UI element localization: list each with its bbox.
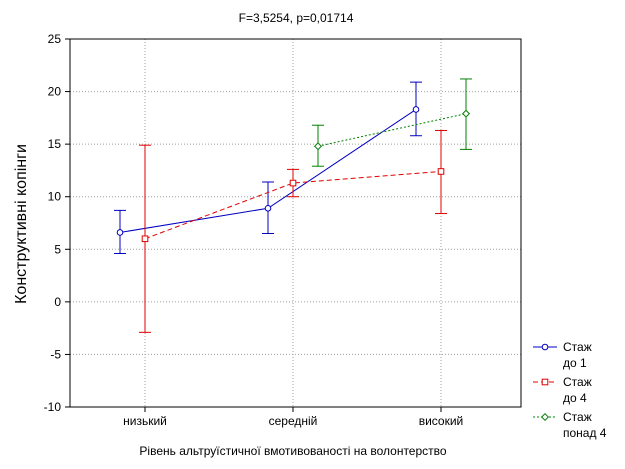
legend-item-1: Стаж до 1 [533, 340, 592, 370]
y-tick-label: -10 [44, 400, 62, 414]
y-axis: -10 -5 0 5 10 15 20 25 [44, 32, 70, 414]
data-point [141, 235, 149, 243]
x-tick-label: низький [123, 414, 167, 428]
series-3 [312, 78, 472, 167]
legend-item-3: Стаж понад 4 [533, 410, 607, 440]
chart-title: F=3,5254, p=0,01714 [239, 11, 354, 25]
y-tick-label: 0 [54, 295, 61, 309]
series-layer [114, 78, 472, 333]
series-line [144, 170, 442, 240]
y-tick-label: 10 [48, 190, 62, 204]
x-axis: низький середній високий [123, 407, 463, 428]
legend-label: понад 4 [563, 426, 607, 440]
series-line [317, 113, 467, 147]
x-tick-label: високий [419, 414, 464, 428]
series-2 [139, 129, 447, 333]
legend-label: Стаж [563, 410, 592, 424]
legend-marker [541, 378, 549, 386]
series-1 [114, 81, 422, 254]
y-tick-label: 5 [54, 242, 61, 256]
legend-label: Стаж [563, 340, 592, 354]
data-point [461, 109, 471, 118]
legend-label: до 1 [563, 356, 587, 370]
data-point [412, 106, 420, 113]
data-point [437, 168, 445, 175]
plot-frame [69, 38, 522, 408]
legend-label: до 4 [563, 391, 587, 405]
x-tick-label: середній [269, 414, 318, 428]
data-point [116, 229, 124, 236]
legend-marker [540, 412, 550, 422]
y-axis-label: Конструктивні копінги [13, 144, 30, 304]
y-tick-label: 15 [48, 137, 62, 151]
x-axis-label: Рівень альтруїстичної вмотивованості на … [139, 444, 446, 458]
y-tick-label: 25 [48, 32, 62, 46]
legend: Стаж до 1 Стаж до 4 Стаж понад 4 [533, 340, 607, 440]
legend-item-2: Стаж до 4 [533, 375, 592, 405]
y-tick-label: -5 [50, 347, 61, 361]
data-point [313, 142, 323, 151]
data-point [264, 204, 272, 212]
grid [70, 39, 521, 407]
data-point [289, 179, 297, 187]
legend-label: Стаж [563, 375, 592, 389]
legend-marker [541, 343, 549, 351]
y-tick-label: 20 [48, 85, 62, 99]
